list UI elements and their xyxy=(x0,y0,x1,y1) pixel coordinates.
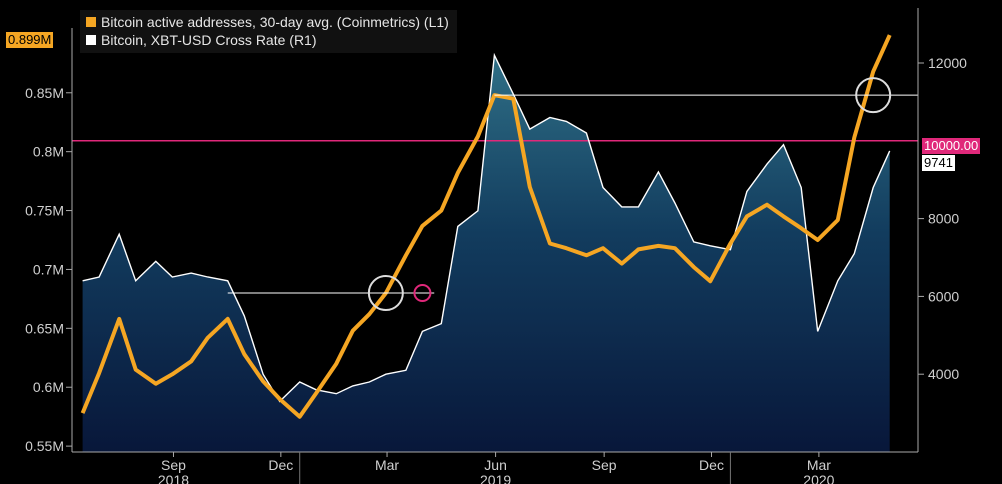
x-tick-label: Mar xyxy=(375,457,399,473)
left-tick-label: 0.7M xyxy=(33,261,64,277)
right-tick-label: 4000 xyxy=(928,366,959,382)
annotation-circle-2 xyxy=(855,77,892,114)
legend: Bitcoin active addresses, 30-day avg. (C… xyxy=(80,10,457,53)
active-addresses-line xyxy=(80,34,892,419)
left-tick-label: 0.65M xyxy=(25,320,64,336)
x-year-label: 2019 xyxy=(480,472,511,484)
x-year-label: 2020 xyxy=(803,472,834,484)
left-tick-label: 0.8M xyxy=(33,144,64,160)
legend-item-btc-price: Bitcoin, XBT-USD Cross Rate (R1) xyxy=(86,31,449,49)
x-tick-label: Mar xyxy=(807,457,831,473)
series-line-layer xyxy=(80,34,918,419)
reference-line-badge: 10000.00 xyxy=(922,138,981,154)
right-tick-label: 6000 xyxy=(928,288,959,304)
btc-price-area xyxy=(82,55,890,452)
right-tick-label: 8000 xyxy=(928,211,959,227)
left-tick-label: 0.75M xyxy=(25,203,64,219)
left-last-value-badge: 0.899M xyxy=(6,32,54,48)
x-tick-label: Sep xyxy=(161,457,186,473)
right-last-value-badge: 9741 xyxy=(922,155,955,171)
legend-label-btc-price: Bitcoin, XBT-USD Cross Rate (R1) xyxy=(101,32,317,48)
btc-price-line xyxy=(82,52,891,403)
x-tick-label: Sep xyxy=(592,457,617,473)
x-tick-label: Dec xyxy=(268,457,293,473)
legend-swatch-orange xyxy=(86,17,96,27)
axis-layer: 0.55M 0.6M 0.65M 0.7M 0.75M 0.8M 0.85M 4000 6000… xyxy=(25,8,967,484)
left-tick-label: 0.55M xyxy=(25,438,64,454)
annotation-circle-1 xyxy=(367,275,404,311)
legend-label-active-addresses: Bitcoin active addresses, 30-day avg. (C… xyxy=(101,14,449,30)
legend-swatch-white xyxy=(86,35,96,45)
left-tick-label: 0.85M xyxy=(25,85,64,101)
annotation-circle-pink xyxy=(413,284,432,302)
x-tick-label: Jun xyxy=(484,457,507,473)
legend-item-active-addresses: Bitcoin active addresses, 30-day avg. (C… xyxy=(86,13,449,31)
btc-area-layer xyxy=(82,55,890,452)
left-tick-label: 0.6M xyxy=(33,379,64,395)
x-tick-label: Dec xyxy=(699,457,724,473)
x-year-label: 2018 xyxy=(158,472,189,484)
right-tick-label: 12000 xyxy=(928,55,967,71)
